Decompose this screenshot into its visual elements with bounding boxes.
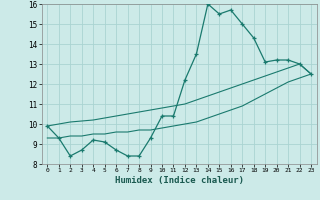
X-axis label: Humidex (Indice chaleur): Humidex (Indice chaleur) [115, 176, 244, 185]
